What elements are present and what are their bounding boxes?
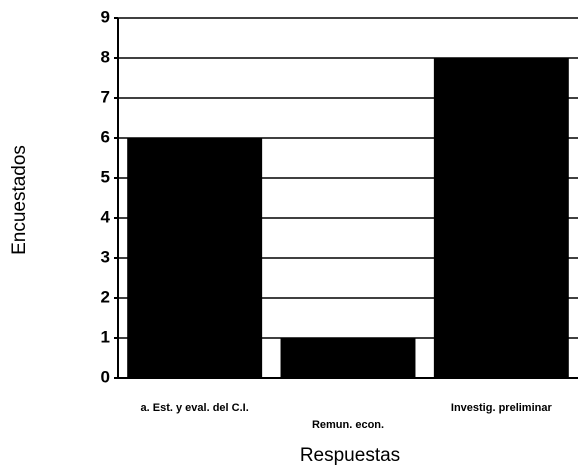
x-tick-label: Investig. preliminar	[451, 402, 553, 414]
y-tick-label: 8	[101, 47, 110, 66]
y-tick-label: 3	[101, 247, 110, 266]
x-axis-title: Respuestas	[300, 445, 400, 466]
y-tick-label: 4	[101, 207, 111, 226]
y-axis-title: Encuestados	[9, 145, 30, 255]
y-tick-label: 6	[101, 127, 110, 146]
x-tick-label: Remun. econ.	[312, 419, 384, 431]
y-tick-label: 0	[101, 367, 110, 386]
bar	[127, 138, 263, 378]
y-tick-label: 9	[101, 7, 110, 26]
x-tick-label: a. Est. y eval. del C.I.	[141, 402, 249, 414]
y-tick-label: 7	[101, 87, 110, 106]
bar	[433, 58, 569, 378]
bar	[280, 338, 416, 378]
y-tick-label: 1	[101, 327, 110, 346]
y-tick-label: 2	[101, 287, 110, 306]
y-tick-label: 5	[101, 167, 110, 186]
